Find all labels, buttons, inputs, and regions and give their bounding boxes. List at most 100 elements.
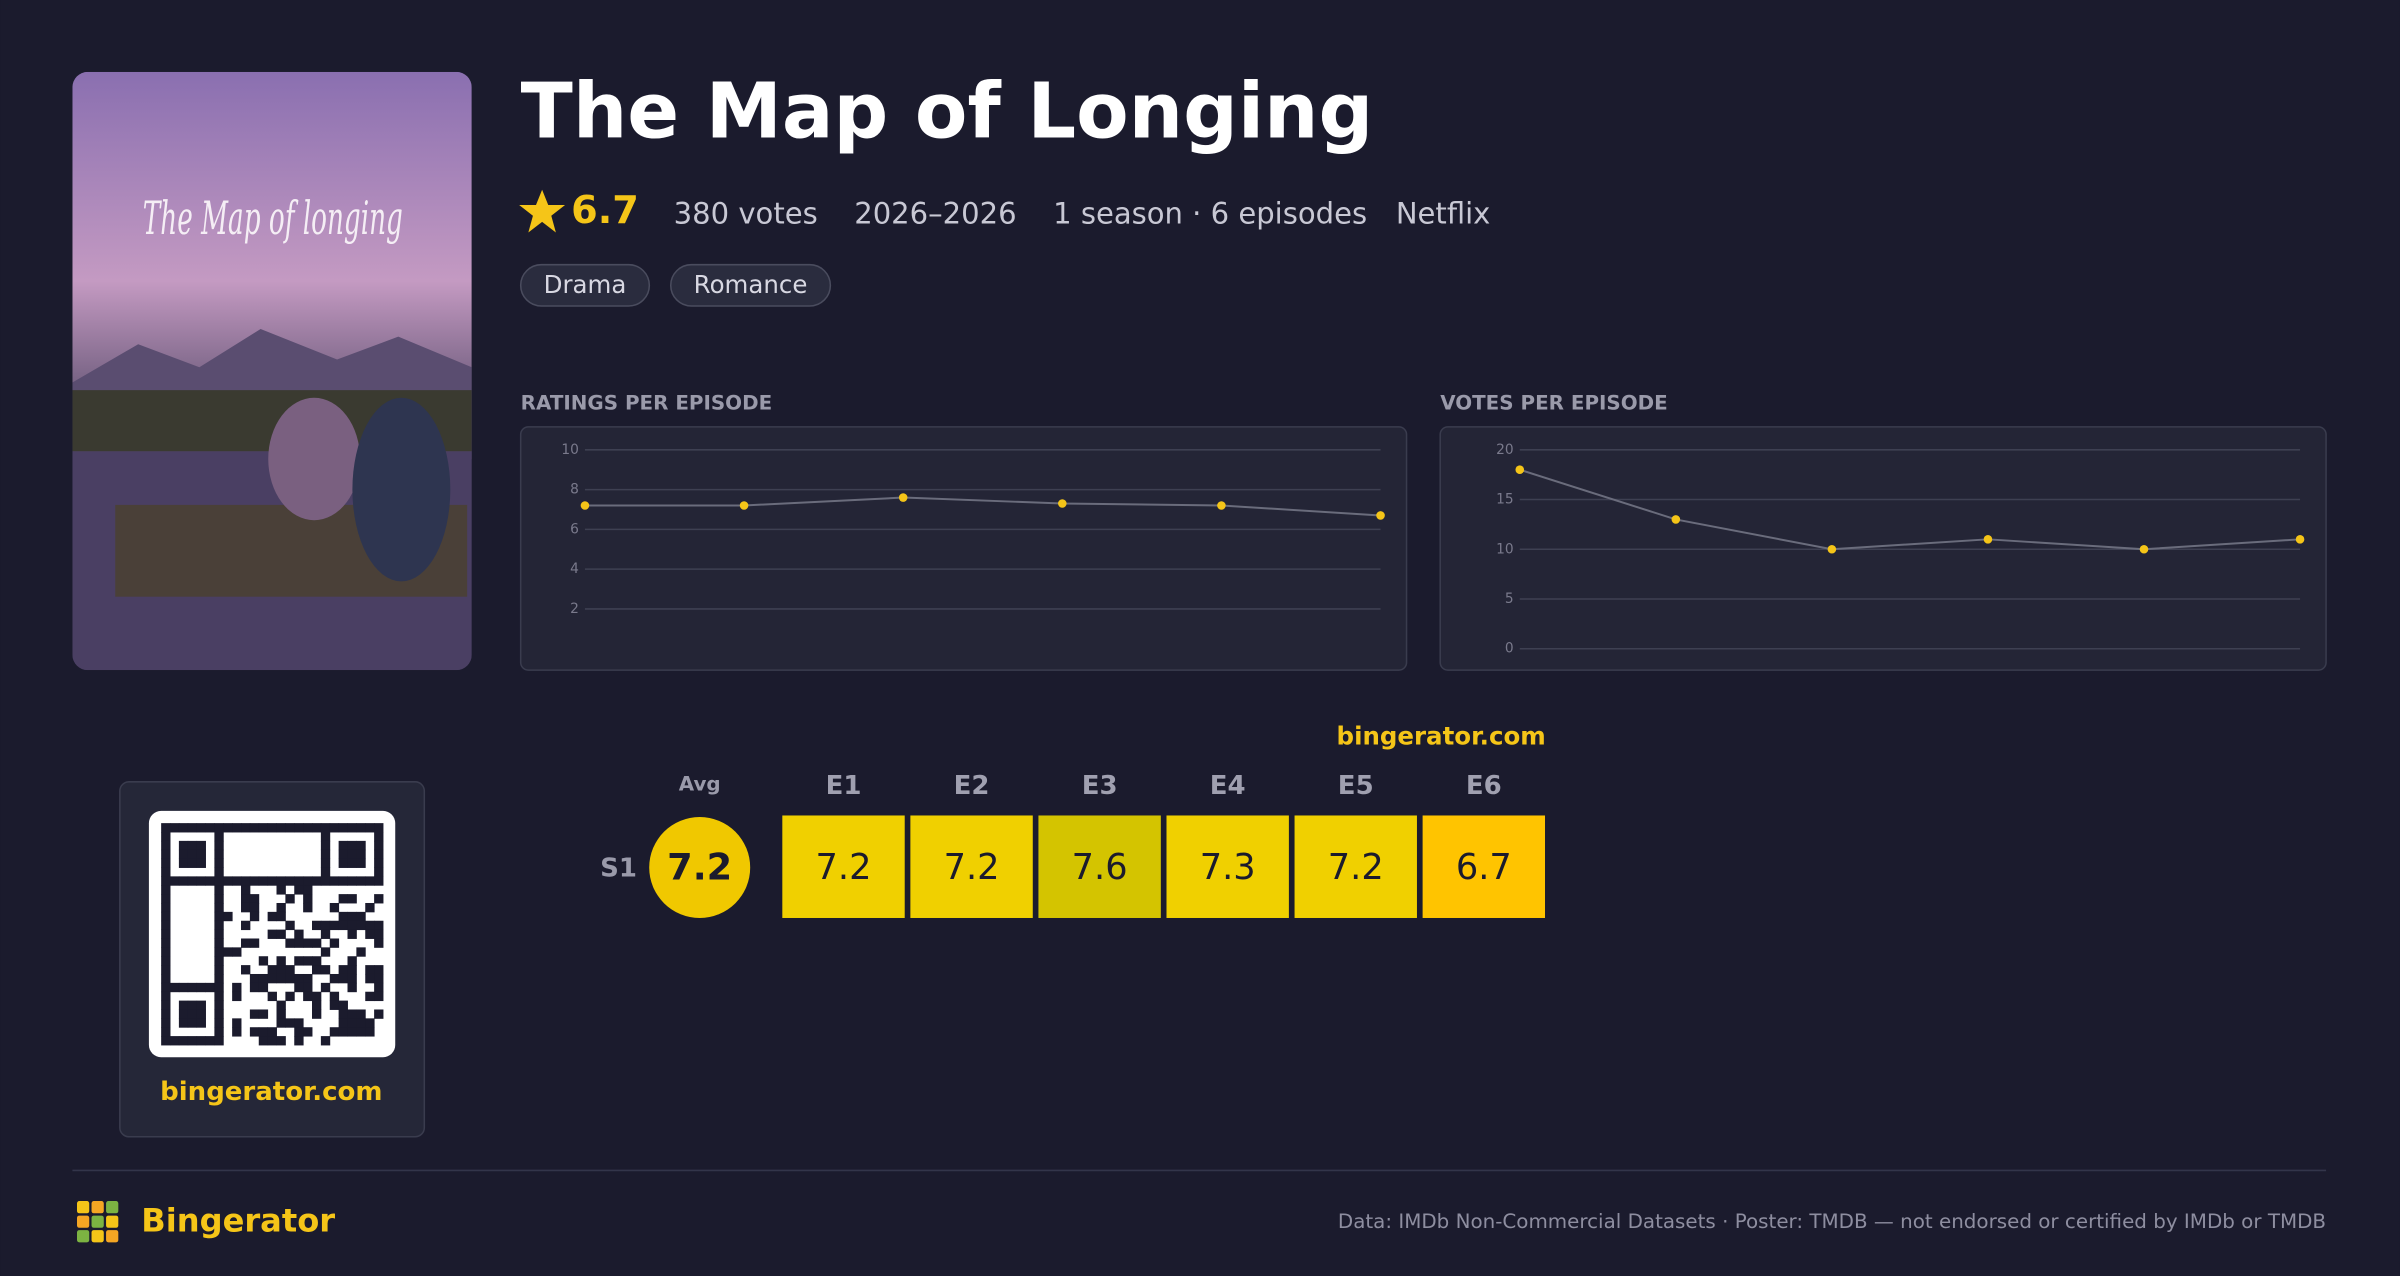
qr-module (365, 929, 375, 939)
qr-module (196, 1000, 206, 1010)
qr-module (329, 991, 340, 1002)
qr-module (347, 982, 357, 993)
qr-module (161, 849, 171, 860)
chart-title: RATINGS PER EPISODE (521, 391, 772, 414)
qr-module (365, 876, 375, 886)
qr-module (338, 858, 348, 868)
qr-module (276, 885, 286, 895)
y-tick-label: 5 (1505, 591, 1514, 607)
qr-module (258, 1009, 269, 1019)
qr-module (187, 1018, 198, 1028)
qr-module (285, 973, 295, 984)
qr-module (214, 991, 224, 1002)
qr-module (356, 876, 366, 886)
qr-module (258, 982, 269, 993)
qr-module (374, 929, 384, 939)
qr-module (214, 982, 224, 993)
qr-module (374, 858, 384, 868)
qr-module (374, 867, 384, 877)
rating-value: 6.7 (1456, 847, 1512, 888)
qr-module (178, 1009, 189, 1019)
site-label: bingerator.com (1337, 721, 1546, 750)
qr-module (196, 1018, 206, 1028)
qr-module (241, 876, 251, 886)
qr-module (294, 973, 304, 984)
rating-cell (782, 815, 905, 918)
point (898, 493, 908, 502)
qr-module (329, 920, 340, 931)
qr-module (214, 1027, 224, 1037)
qr-module (187, 876, 198, 886)
qr-module (214, 823, 224, 833)
qr-module (320, 1036, 331, 1046)
qr-module (178, 1018, 189, 1028)
qr-module (347, 929, 357, 939)
point (1827, 544, 1837, 554)
qr-module (303, 938, 313, 948)
qr-module (267, 1036, 277, 1046)
qr-module (374, 840, 384, 851)
qr-module (338, 876, 348, 886)
qr-module (320, 876, 331, 886)
qr-module (374, 823, 384, 833)
qr-module (374, 991, 384, 1002)
seasons: 1 season · 6 episodes (1053, 197, 1367, 231)
qr-site: bingerator.com (160, 1077, 382, 1107)
qr-module (294, 929, 304, 939)
y-tick-label: 0 (1505, 641, 1514, 657)
qr-module (356, 1009, 366, 1019)
qr-module (356, 911, 366, 922)
qr-module (205, 876, 215, 886)
qr-module (161, 982, 171, 993)
qr-module (196, 849, 206, 860)
qr-module (249, 938, 260, 948)
qr-module (214, 938, 224, 948)
qr-module (161, 858, 171, 868)
qr-module (161, 1036, 171, 1046)
point (1376, 511, 1385, 520)
logo-cell (106, 1201, 119, 1214)
qr-module (187, 823, 198, 833)
qr-module (356, 858, 366, 868)
qr-module (232, 876, 242, 886)
qr-module (320, 823, 331, 833)
qr-module (374, 920, 384, 931)
qr-module (365, 823, 375, 833)
qr-module (214, 965, 224, 975)
qr-module (161, 1027, 171, 1037)
qr-module (196, 876, 206, 886)
brand[interactable]: Bingerator (141, 1201, 335, 1239)
qr-module (178, 858, 189, 868)
poster-title: The Map of longing (143, 191, 403, 245)
qr-module (267, 1027, 277, 1037)
qr-module (258, 1027, 269, 1037)
qr-module (356, 849, 366, 860)
qr-module (356, 823, 366, 833)
years: 2026–2026 (854, 197, 1016, 231)
qr-module (249, 823, 260, 833)
qr-module (312, 1009, 322, 1019)
qr-module (214, 929, 224, 939)
qr-module (374, 1009, 384, 1019)
qr-module (329, 1027, 340, 1037)
qr-module (187, 982, 198, 993)
genre-pill (669, 263, 832, 307)
qr-module (356, 920, 366, 931)
qr-module (187, 840, 198, 851)
qr-module (187, 849, 198, 860)
qr-module (214, 1009, 224, 1019)
qr-module (267, 973, 277, 984)
rating-cell (1038, 815, 1161, 918)
qr-module (347, 1009, 357, 1019)
qr-module (294, 956, 304, 966)
qr-module (276, 1000, 286, 1010)
qr-module (178, 849, 189, 860)
qr-module (258, 973, 269, 984)
qr-module (285, 1018, 295, 1028)
point (739, 501, 749, 510)
qr-module (205, 823, 215, 833)
qr-module (303, 956, 313, 966)
qr-module (161, 867, 171, 877)
